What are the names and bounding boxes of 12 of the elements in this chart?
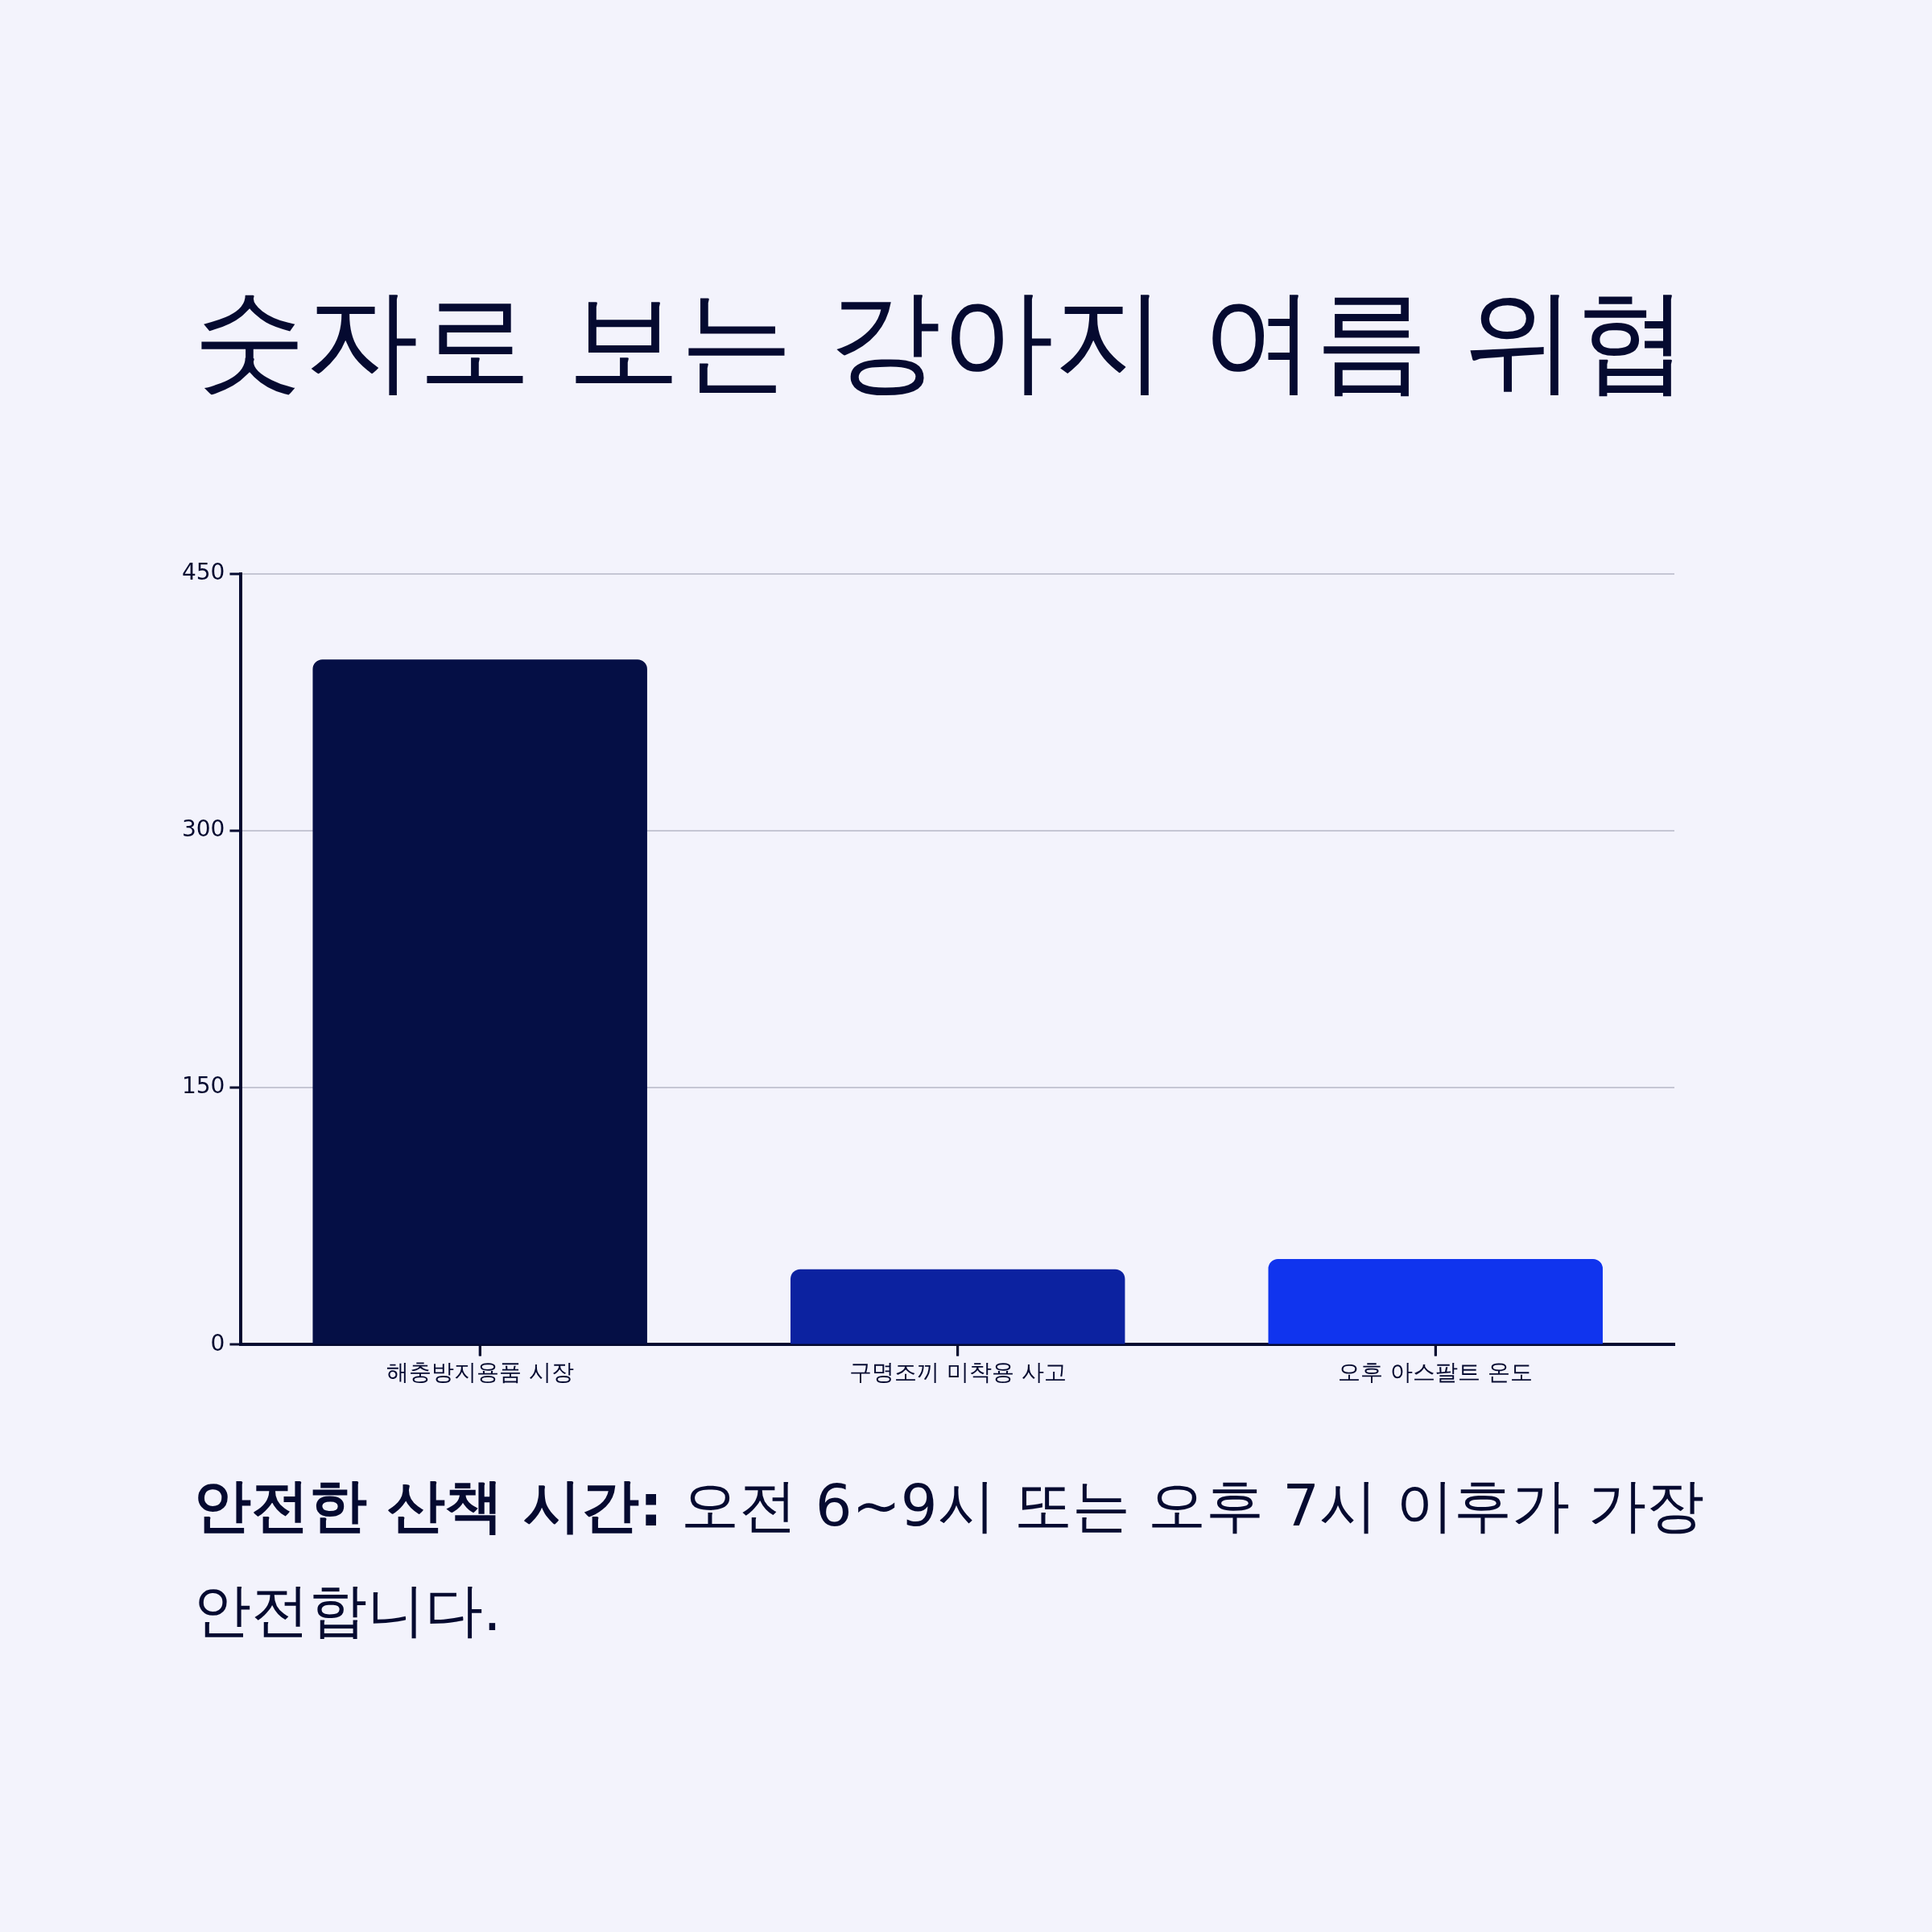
x-tick-label: 오후 아스팔트 온도 bbox=[1338, 1359, 1534, 1386]
y-tick-label: 0 bbox=[210, 1329, 225, 1356]
bar bbox=[312, 659, 647, 1344]
bar bbox=[790, 1269, 1125, 1344]
y-tick-label: 450 bbox=[181, 559, 225, 586]
bar bbox=[1268, 1259, 1603, 1344]
text: 안전한 산책 시간: 오전 6~9시 또는 오후 7시 이후가 가장 안전합니다. bbox=[193, 1472, 1704, 1644]
x-tick-label: 구명조끼 미착용 사고 bbox=[848, 1359, 1067, 1386]
x-tick-label: 해충방지용품 시장 bbox=[386, 1359, 574, 1386]
chart-title: 숫자로 보는 강아지 여름 위협 bbox=[193, 274, 1690, 407]
y-tick-label: 150 bbox=[181, 1072, 225, 1100]
y-tick-label: 300 bbox=[181, 815, 225, 843]
